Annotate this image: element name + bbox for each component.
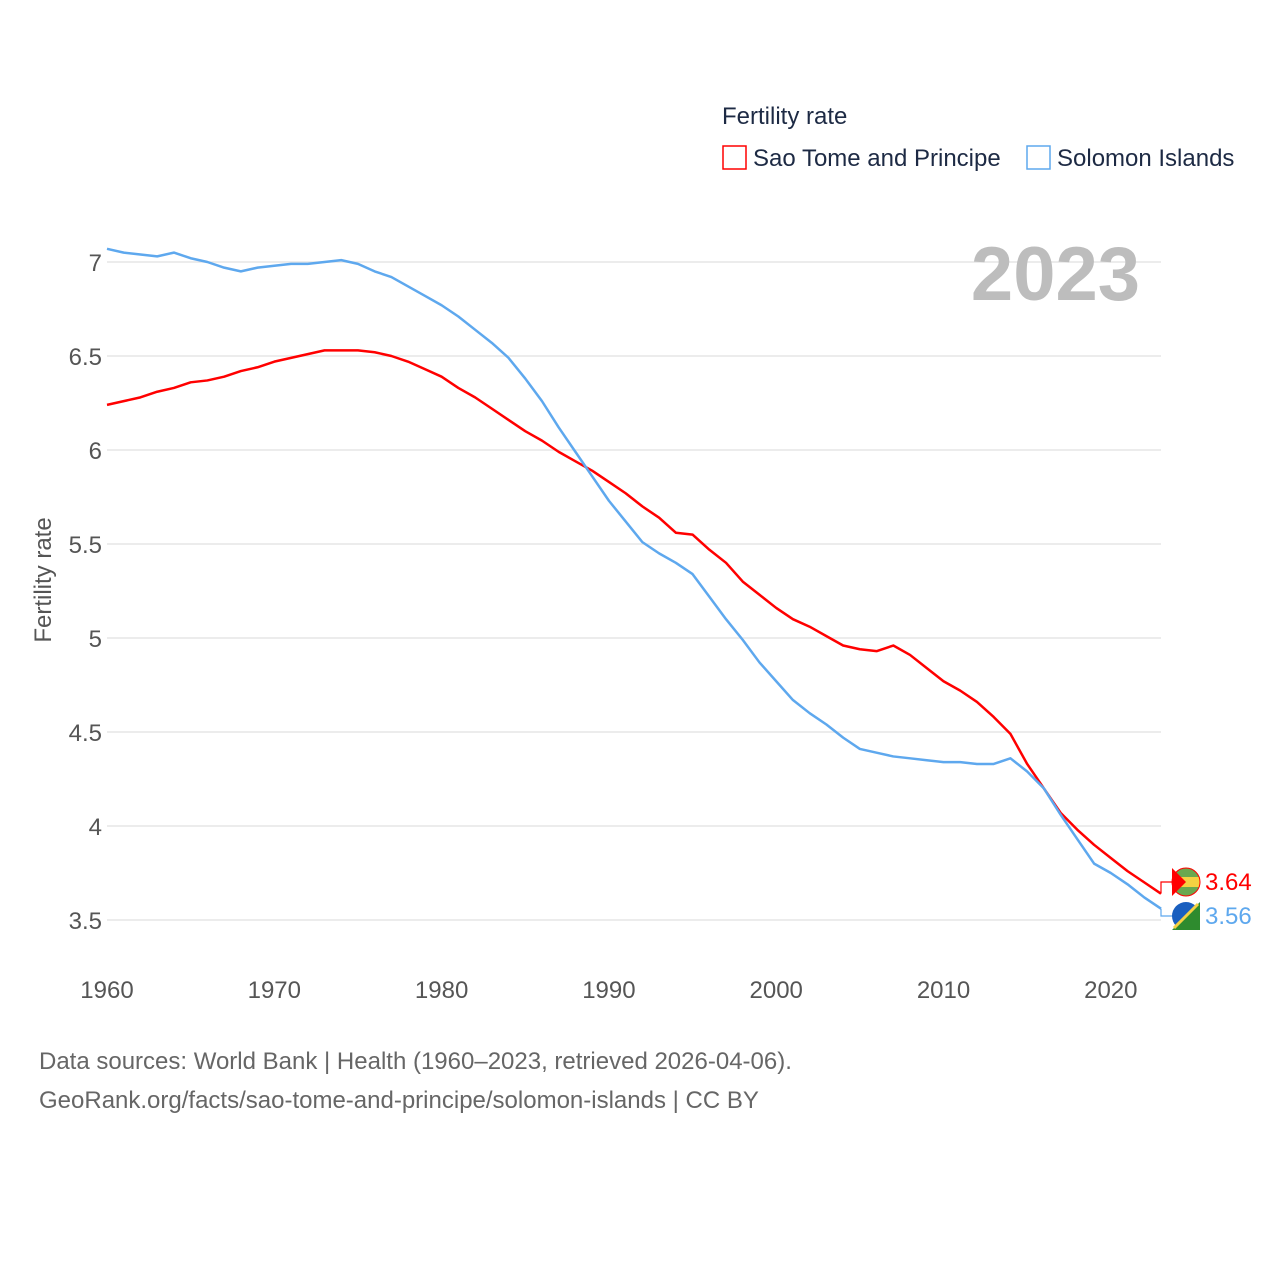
legend-item-solomon-islands[interactable]: Solomon Islands bbox=[1026, 145, 1234, 172]
y-tick-label: 7 bbox=[89, 250, 102, 277]
legend-label-solomon-islands: Solomon Islands bbox=[1057, 145, 1234, 172]
legend-item-sao-tome[interactable]: Sao Tome and Principe bbox=[722, 145, 1001, 172]
end-connector bbox=[1160, 908, 1173, 917]
end-value-label: 3.64 bbox=[1205, 869, 1252, 896]
x-tick-label: 2020 bbox=[1084, 977, 1137, 1004]
end-markers: 3.64 3.56 bbox=[1160, 867, 1252, 930]
x-tick-label: 1970 bbox=[248, 977, 301, 1004]
x-tick-label: 1980 bbox=[415, 977, 468, 1004]
x-tick-label: 2000 bbox=[750, 977, 803, 1004]
y-tick-label: 6.5 bbox=[69, 344, 102, 371]
flag-solomon-islands-icon bbox=[1172, 902, 1200, 930]
y-tick-label: 4.5 bbox=[69, 720, 102, 747]
series-line-0 bbox=[106, 349, 1162, 895]
end-value-label: 3.56 bbox=[1205, 903, 1252, 930]
footer-sources: Data sources: World Bank | Health (1960–… bbox=[39, 1048, 792, 1075]
year-label: 2023 bbox=[971, 232, 1140, 317]
legend-swatch-sao-tome bbox=[722, 145, 747, 170]
flag-sao-tome-icon bbox=[1171, 867, 1201, 897]
x-axis-ticks: 1960 1970 1980 1990 2000 2010 2020 bbox=[80, 977, 1137, 1004]
series-line-1 bbox=[106, 247, 1162, 910]
legend-swatch-solomon-islands bbox=[1026, 145, 1051, 170]
x-tick-label: 2010 bbox=[917, 977, 970, 1004]
x-tick-label: 1990 bbox=[582, 977, 635, 1004]
y-tick-label: 5 bbox=[89, 626, 102, 653]
series-lines bbox=[106, 247, 1162, 910]
legend-label-sao-tome: Sao Tome and Principe bbox=[753, 145, 1001, 172]
y-tick-label: 3.5 bbox=[69, 908, 102, 935]
y-tick-label: 5.5 bbox=[69, 532, 102, 559]
end-connector bbox=[1160, 881, 1173, 894]
y-tick-label: 6 bbox=[89, 438, 102, 465]
y-axis-ticks: 3.5 4 4.5 5 5.5 6 6.5 7 bbox=[69, 250, 102, 935]
y-tick-label: 4 bbox=[89, 814, 102, 841]
x-tick-label: 1960 bbox=[80, 977, 133, 1004]
footer-link[interactable]: GeoRank.org/facts/sao-tome-and-principe/… bbox=[39, 1087, 759, 1114]
grid-lines bbox=[107, 261, 1161, 921]
legend-title: Fertility rate bbox=[722, 103, 847, 130]
y-axis-label: Fertility rate bbox=[30, 517, 57, 642]
